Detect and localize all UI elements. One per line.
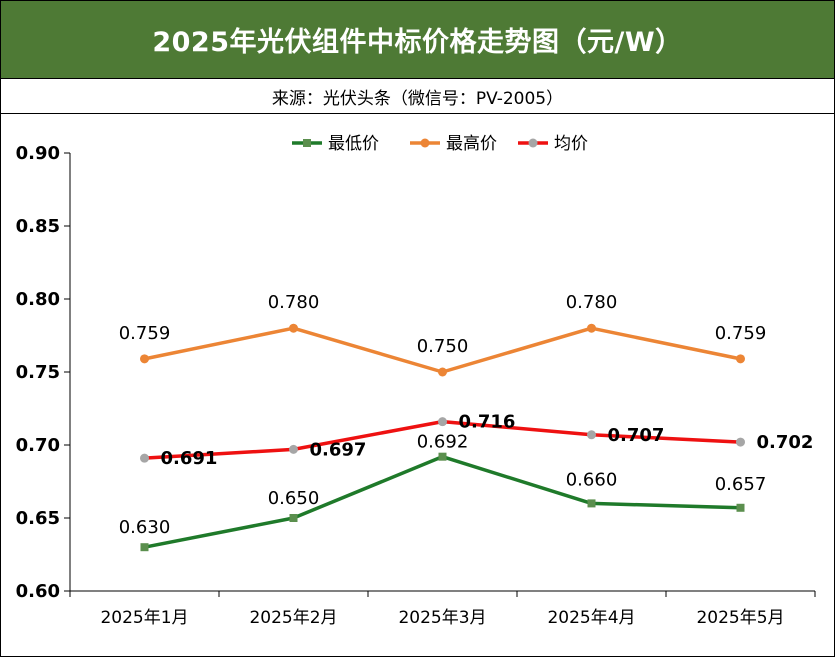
data-label: 0.692 [417, 432, 469, 453]
data-label: 0.707 [608, 425, 665, 446]
data-label: 0.657 [715, 474, 767, 495]
data-point-marker [736, 354, 745, 364]
data-point-marker [438, 367, 447, 377]
data-label: 0.759 [119, 323, 171, 344]
y-tick-label: 0.70 [16, 435, 60, 456]
title-bar: 2025年光伏组件中标价格走势图（元/W） [1, 1, 834, 79]
data-label: 0.630 [119, 517, 171, 538]
y-tick-label: 0.85 [16, 216, 60, 237]
data-label: 0.780 [566, 292, 618, 313]
y-tick-label: 0.65 [16, 508, 60, 529]
x-tick-label: 2025年3月 [398, 608, 486, 628]
source-bar: 来源：光伏头条（微信号：PV-2005） [1, 79, 834, 114]
data-point-marker [289, 444, 298, 454]
x-tick-label: 2025年5月 [696, 608, 784, 628]
data-point-marker [587, 499, 596, 508]
data-point-marker [587, 430, 596, 440]
legend-swatch-marker [528, 138, 538, 148]
data-label: 0.750 [417, 336, 469, 357]
y-tick-label: 0.90 [16, 143, 60, 164]
data-label: 0.702 [757, 432, 814, 453]
data-point-marker [736, 503, 745, 512]
legend-label: 最高价 [446, 134, 497, 154]
x-tick-label: 2025年4月 [547, 608, 635, 628]
y-tick-label: 0.80 [16, 289, 60, 310]
data-point-marker [289, 514, 298, 522]
data-label: 0.759 [715, 323, 767, 344]
data-label: 0.780 [268, 292, 320, 313]
legend-swatch-marker [420, 138, 430, 148]
data-point-marker [736, 437, 745, 447]
data-label: 0.660 [566, 469, 618, 490]
legend-label: 均价 [554, 134, 588, 154]
data-label: 0.697 [310, 439, 367, 460]
data-label: 0.650 [268, 488, 320, 509]
data-point-marker [438, 452, 447, 461]
data-point-marker [587, 323, 596, 333]
data-label: 0.716 [459, 412, 516, 433]
data-point-marker [438, 417, 447, 427]
chart-title: 2025年光伏组件中标价格走势图（元/W） [152, 27, 683, 58]
data-point-marker [140, 354, 149, 364]
y-tick-label: 0.60 [16, 581, 60, 602]
legend-label: 最低价 [328, 134, 379, 154]
data-label: 0.691 [161, 448, 218, 469]
data-point-marker [140, 453, 149, 463]
series-line-low [142, 454, 743, 549]
source-caption: 来源：光伏头条（微信号：PV-2005） [271, 88, 564, 109]
legend-swatch-marker [303, 139, 311, 147]
data-point-marker [140, 543, 149, 552]
x-tick-label: 2025年1月 [100, 608, 188, 628]
x-tick-label: 2025年2月 [249, 608, 337, 628]
data-point-marker [289, 323, 298, 333]
y-tick-label: 0.75 [16, 362, 60, 383]
